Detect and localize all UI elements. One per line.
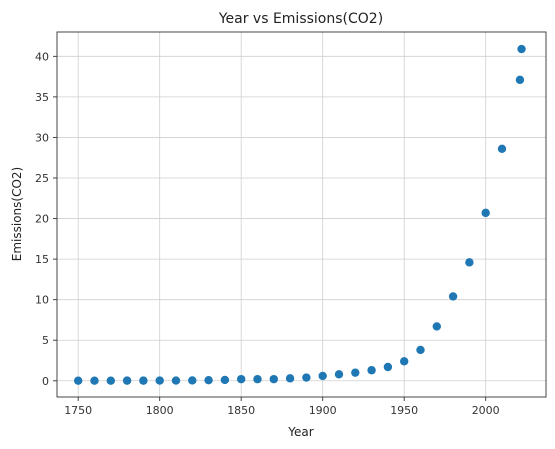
chart-title: Year vs Emissions(CO2) bbox=[218, 11, 383, 27]
grid-layer bbox=[57, 32, 546, 397]
data-point bbox=[188, 376, 197, 385]
y-tick-label: 30 bbox=[35, 131, 49, 144]
x-tick-label: 2000 bbox=[472, 404, 500, 417]
data-point bbox=[106, 376, 115, 385]
plot-frame bbox=[56, 31, 547, 398]
data-point bbox=[517, 44, 526, 54]
data-point bbox=[204, 376, 213, 385]
data-point bbox=[155, 376, 164, 385]
data-point bbox=[302, 373, 311, 382]
x-tick-label: 1800 bbox=[146, 404, 174, 417]
data-point bbox=[334, 370, 344, 379]
data-point bbox=[139, 376, 148, 385]
y-tick-label: 20 bbox=[35, 213, 49, 226]
x-axis-title: Year bbox=[287, 425, 313, 439]
data-point bbox=[481, 208, 490, 218]
data-point bbox=[90, 376, 99, 385]
ticks-layer: 1750 1800 1850 1900 1950 2000 0 5 10 15 20 25 30 35 40 bbox=[35, 50, 500, 417]
data-point bbox=[122, 376, 132, 385]
y-tick-label: 15 bbox=[35, 253, 49, 266]
data-point bbox=[269, 374, 278, 384]
x-tick-label: 1950 bbox=[390, 404, 418, 417]
y-tick-label: 25 bbox=[35, 172, 49, 185]
x-tick-label: 1900 bbox=[309, 404, 337, 417]
data-point bbox=[448, 292, 458, 301]
y-tick-label: 0 bbox=[42, 375, 49, 388]
data-point bbox=[383, 362, 393, 372]
data-point bbox=[285, 374, 295, 383]
data-point bbox=[236, 374, 246, 384]
data-point bbox=[399, 357, 409, 366]
y-tick-label: 40 bbox=[35, 50, 49, 63]
data-point bbox=[318, 371, 327, 381]
data-point bbox=[497, 144, 507, 153]
data-point bbox=[432, 322, 441, 331]
x-tick-label: 1850 bbox=[227, 404, 255, 417]
data-point bbox=[351, 368, 360, 377]
x-tick-label: 1750 bbox=[64, 404, 92, 417]
y-tick-label: 10 bbox=[35, 294, 49, 307]
data-point bbox=[465, 258, 474, 267]
data-point bbox=[73, 376, 83, 385]
data-point bbox=[171, 376, 181, 385]
data-point bbox=[367, 366, 376, 375]
y-tick-label: 35 bbox=[35, 91, 49, 104]
data-point bbox=[515, 75, 525, 85]
y-axis-title: Emissions(CO2) bbox=[10, 167, 24, 261]
data-point bbox=[253, 374, 262, 384]
data-point bbox=[416, 345, 425, 355]
y-tick-label: 5 bbox=[42, 334, 49, 347]
data-point bbox=[220, 375, 230, 385]
points-layer bbox=[73, 44, 526, 385]
